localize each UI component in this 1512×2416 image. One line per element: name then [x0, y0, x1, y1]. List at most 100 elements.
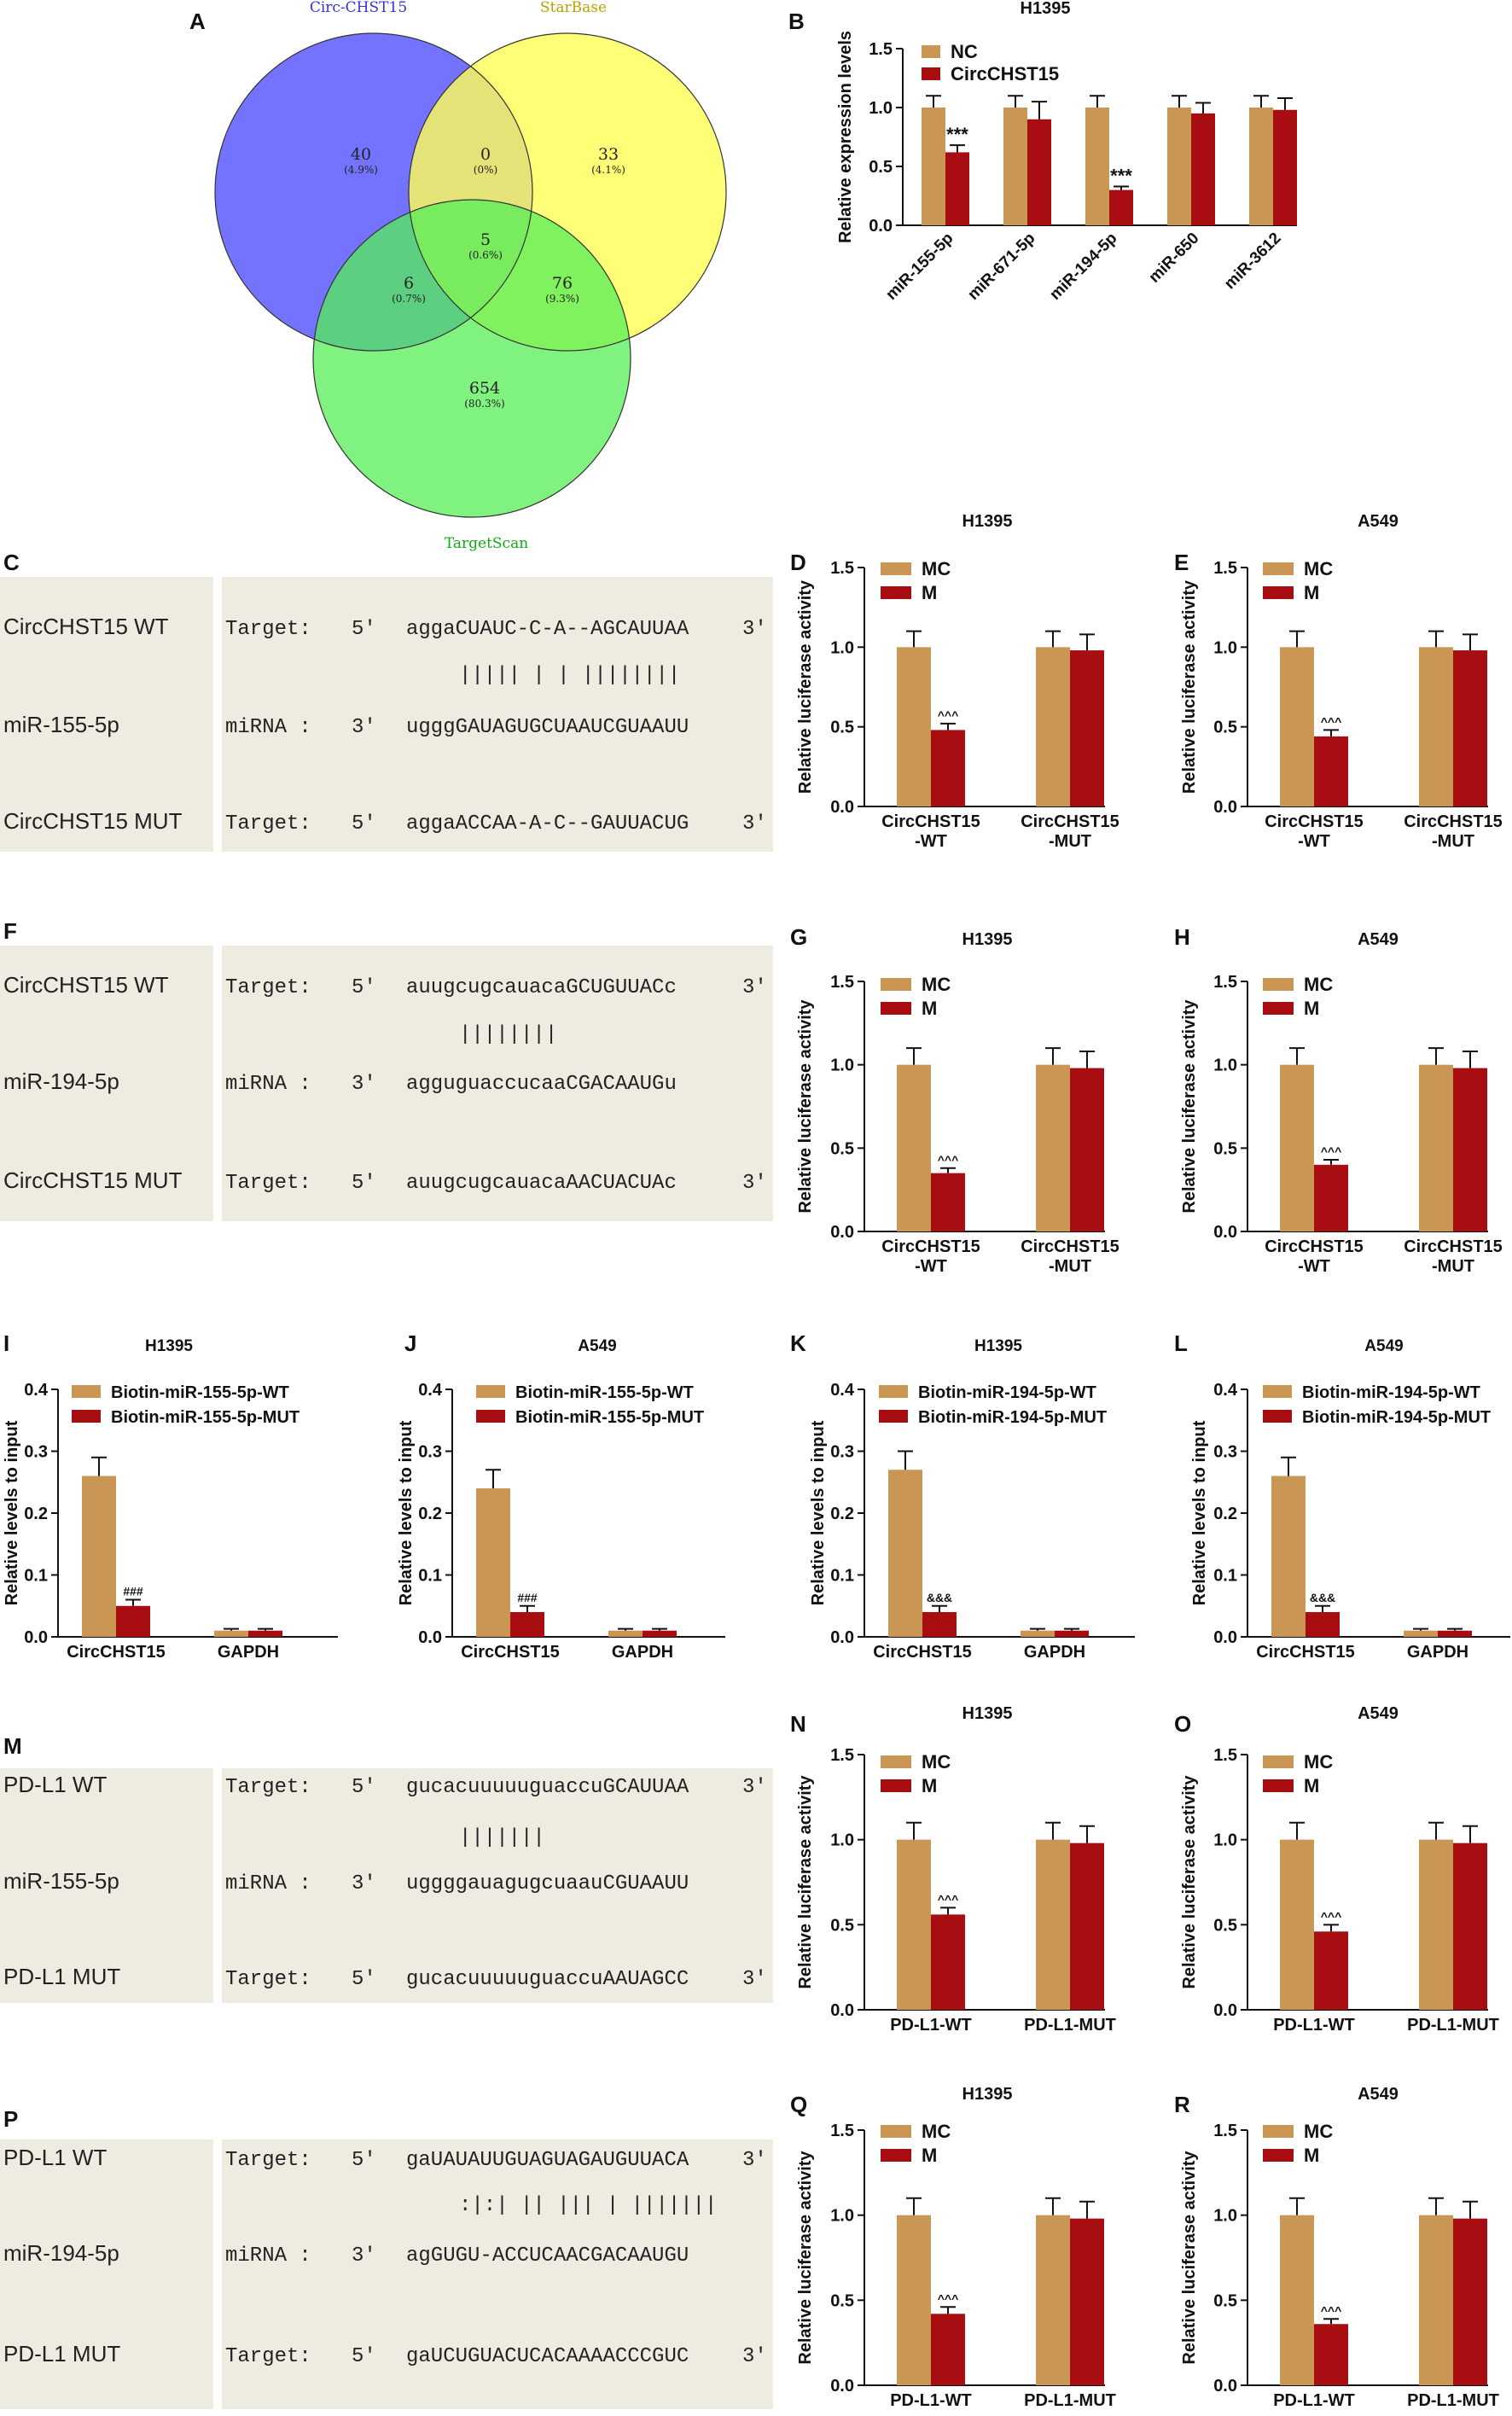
legend-swatch-mc: [1263, 978, 1294, 991]
legend-swatch-biotin-mir-155-5p-wt: [476, 1385, 505, 1398]
seq-row-end3: 3': [742, 2149, 767, 2172]
chart-title: A549: [1358, 512, 1399, 531]
venn-label-circ-chst15: Circ-CHST15: [310, 0, 407, 16]
venn-count-ac: 6: [404, 274, 414, 293]
x-category-label: CircCHST15: [881, 1237, 980, 1256]
bar-nc-mir-671-5p: [1003, 108, 1027, 225]
seq-name-column-bg: [0, 946, 213, 1221]
y-tick-label: 1.5: [830, 973, 854, 992]
legend-label-mc: MC: [922, 974, 951, 995]
chart-o: A549 0.0 0.5 1.0 1.5 Relative luciferase acti…: [1180, 1704, 1499, 2035]
bar-m-pd-l1-wt: [931, 1914, 965, 2010]
venn-label-targetscan: TargetScan: [445, 535, 528, 552]
bar-mc-pd-l1-mut: [1036, 1839, 1070, 2010]
venn-count-abc: 5: [480, 230, 491, 249]
chart-h: A549 0.0 0.5 1.0 1.5 Relative luciferase acti…: [1180, 930, 1503, 1276]
bar-m-pd-l1-mut: [1453, 2218, 1487, 2385]
chart-n: H1395 0.0 0.5 1.0 1.5 Relative luciferase act…: [796, 1704, 1116, 2035]
bar-biotin-mir-155-5p-wt-circchst15: [476, 1488, 510, 1637]
legend-swatch-biotin-mir-194-5p-mut: [1263, 1410, 1292, 1423]
chart-title: H1395: [962, 512, 1013, 531]
y-tick-label: 0.5: [830, 1916, 854, 1935]
seq-name-column-bg: [0, 577, 213, 852]
bar-biotin-mir-194-5p-wt-gapdh: [1404, 1630, 1438, 1637]
y-axis-label: Relative levels to input: [3, 1420, 21, 1605]
y-axis-label: Relative luciferase activity: [796, 579, 815, 794]
panel-label-b: B: [788, 9, 805, 34]
y-axis-label: Relative luciferase activity: [1180, 999, 1199, 1214]
x-category-label: CircCHST15: [1404, 812, 1503, 831]
seq-row-type: miRNA :: [225, 1073, 311, 1096]
bar-m-circchst15-wt: [1314, 736, 1348, 806]
legend-swatch-mc: [881, 1755, 911, 1768]
y-tick-label: 0.0: [418, 1628, 442, 1647]
seq-row-name: CircCHST15 MUT: [3, 808, 183, 834]
legend-label-biotin-mir-155-5p-mut: Biotin-miR-155-5p-MUT: [515, 1408, 704, 1427]
y-tick-label: 0.0: [830, 798, 854, 817]
bar-mc-circchst15-mut: [1419, 1064, 1453, 1231]
legend-swatch-circchst15: [922, 67, 940, 80]
bar-mc-circchst15-wt: [897, 1064, 931, 1231]
bar-biotin-mir-155-5p-wt-gapdh: [214, 1630, 248, 1637]
bar-biotin-mir-194-5p-wt-circchst15: [1271, 1476, 1306, 1637]
seq-row-sequence: gucacuuuuuguaccuGCAUUAA: [406, 1776, 689, 1799]
y-tick-label: 1.0: [830, 1831, 854, 1850]
y-tick-label: 1.0: [830, 638, 854, 657]
y-tick-label: 0.5: [869, 158, 893, 177]
seq-pairing-marks: ||||| | | ||||||||: [459, 664, 680, 687]
seq-row-end5: 5': [352, 1172, 376, 1195]
y-axis-label: Relative luciferase activity: [1180, 579, 1199, 794]
chart-title: A549: [1358, 1704, 1399, 1723]
seq-row-end5: 5': [352, 812, 376, 835]
seq-row-name: PD-L1 WT: [3, 2145, 107, 2170]
bar-mc-pd-l1-mut: [1419, 2215, 1453, 2385]
legend-swatch-m: [1263, 1002, 1294, 1015]
seq-row-end3: 3': [742, 812, 767, 835]
chart-l: A549 0.0 0.1 0.2 0.3 0.4 Relative levels to in…: [1190, 1337, 1510, 1662]
y-tick-label: 1.0: [869, 99, 893, 118]
seq-row-sequence: gaUAUAUUGUAGUAGAUGUUACA: [406, 2149, 689, 2172]
seq-row-name: PD-L1 WT: [3, 1772, 107, 1797]
y-tick-label: 1.5: [1213, 1746, 1237, 1765]
y-tick-label: 0.5: [1213, 719, 1237, 737]
bar-biotin-mir-155-5p-mut-gapdh: [248, 1630, 282, 1637]
chart-g: H1395 0.0 0.5 1.0 1.5 Relative luciferase act…: [796, 930, 1119, 1276]
y-tick-label: 0.2: [1213, 1505, 1237, 1523]
y-axis-label: Relative luciferase activity: [796, 2151, 815, 2365]
bar-m-pd-l1-wt: [1314, 1931, 1348, 2010]
seq-row-type: miRNA :: [225, 2244, 311, 2268]
x-category-label: miR-194-5p: [1046, 230, 1120, 304]
seq-row-type: Target:: [225, 1172, 311, 1195]
y-tick-label: 0.4: [1213, 1381, 1238, 1400]
legend-label-biotin-mir-155-5p-wt: Biotin-miR-155-5p-WT: [111, 1383, 289, 1402]
chart-i: H1395 0.0 0.1 0.2 0.3 0.4 Relative levels to i…: [3, 1337, 338, 1662]
x-category-label: PD-L1-WT: [1273, 2016, 1355, 2035]
seq-row-name: miR-155-5p: [3, 1868, 119, 1894]
legend-swatch-m: [881, 1779, 911, 1792]
y-tick-label: 0.0: [1213, 2377, 1237, 2396]
bar-biotin-mir-194-5p-wt-circchst15: [888, 1470, 922, 1637]
seq-row-type: miRNA :: [225, 1872, 311, 1895]
seq-alignment-column-bg: [222, 2139, 773, 2409]
panel-label-e: E: [1174, 550, 1189, 575]
y-tick-label: 0.5: [1213, 1916, 1237, 1935]
bar-circchst15-mir-671-5p: [1027, 119, 1051, 225]
y-tick-label: 1.0: [830, 2207, 854, 2226]
legend-swatch-biotin-mir-155-5p-wt: [72, 1385, 101, 1398]
legend-swatch-biotin-mir-194-5p-wt: [879, 1385, 908, 1398]
bar-m-pd-l1-wt: [1314, 2324, 1348, 2385]
y-axis-label: Relative luciferase activity: [796, 999, 815, 1214]
y-tick-label: 0.5: [830, 2291, 854, 2310]
chart-title: A549: [1358, 2085, 1399, 2104]
venn-pct-ac: (0.7%): [392, 293, 426, 305]
y-axis-label: Relative luciferase activity: [796, 1775, 815, 1989]
y-tick-label: 0.4: [24, 1381, 49, 1400]
bar-mc-circchst15-wt: [1280, 647, 1314, 806]
legend-label-nc: NC: [951, 41, 978, 62]
significance-marker: ^^^: [938, 1892, 959, 1906]
significance-marker: ###: [123, 1585, 143, 1598]
bar-circchst15-mir-155-5p: [945, 152, 969, 225]
bar-biotin-mir-194-5p-mut-gapdh: [1055, 1630, 1089, 1637]
significance-marker: ^^^: [938, 1153, 959, 1167]
legend-swatch-m: [1263, 1779, 1294, 1792]
